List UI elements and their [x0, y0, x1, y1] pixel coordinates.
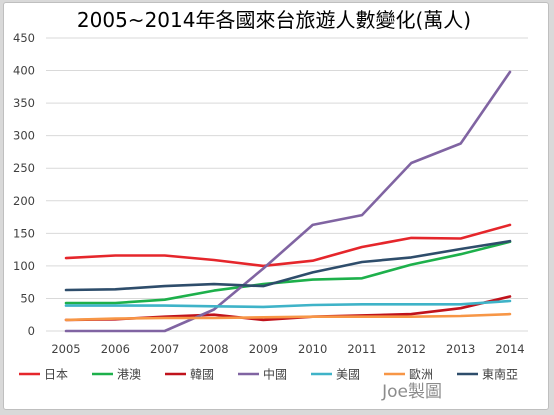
legend-label: 港澳: [117, 368, 141, 382]
legend-label: 韓國: [190, 368, 214, 382]
x-axis-ticks: 2005 2006 2007 2008 2009 2010 2011 2012 2013 2014: [51, 342, 524, 356]
line-chart: 2005~2014年各國來台旅遊人數變化(萬人) 0 50 100 150 200 250…: [13, 8, 528, 402]
x-tick-label: 2014: [495, 342, 524, 356]
x-tick-label: 2013: [446, 342, 475, 356]
x-tick-label: 2007: [150, 342, 179, 356]
legend-label: 美國: [336, 368, 360, 382]
x-tick-label: 2010: [298, 342, 327, 356]
series-line: [64, 312, 512, 322]
legend-label: 中國: [263, 367, 287, 382]
x-tick-label: 2005: [51, 342, 80, 356]
y-tick-label: 350: [13, 96, 35, 110]
series-line: [64, 239, 512, 292]
y-tick-label: 100: [13, 259, 35, 273]
y-tick-label: 400: [13, 64, 35, 78]
series-line: [64, 223, 512, 268]
legend-label: 日本: [44, 368, 68, 382]
legend: 日本 港澳 韓國 中國 美國 歐洲 東南亞: [19, 367, 518, 382]
legend-label: 歐洲: [409, 367, 433, 382]
watermark-text: Joe製圖: [381, 382, 442, 402]
y-tick-label: 300: [13, 129, 35, 143]
y-tick-label: 0: [28, 324, 35, 338]
x-tick-label: 2011: [347, 342, 376, 356]
y-tick-label: 250: [13, 161, 35, 175]
y-axis-ticks: 0 50 100 150 200 250 300 350 400 450: [13, 31, 35, 338]
x-tick-label: 2008: [199, 342, 228, 356]
series-line: [64, 299, 512, 309]
series-line: [64, 240, 512, 305]
y-tick-label: 450: [13, 31, 35, 45]
legend-label: 東南亞: [482, 367, 518, 382]
chart-frame: 2005~2014年各國來台旅遊人數變化(萬人) 0 50 100 150 200 250…: [3, 2, 549, 410]
chart-title: 2005~2014年各國來台旅遊人數變化(萬人): [77, 8, 471, 32]
x-tick-label: 2012: [397, 342, 426, 356]
y-tick-label: 50: [20, 291, 35, 305]
x-tick-label: 2006: [101, 342, 130, 356]
x-tick-label: 2009: [249, 342, 278, 356]
gridlines: [46, 37, 528, 332]
y-tick-label: 200: [13, 194, 35, 208]
series-line: [64, 70, 512, 333]
series-lines: [64, 70, 512, 333]
y-tick-label: 150: [13, 226, 35, 240]
